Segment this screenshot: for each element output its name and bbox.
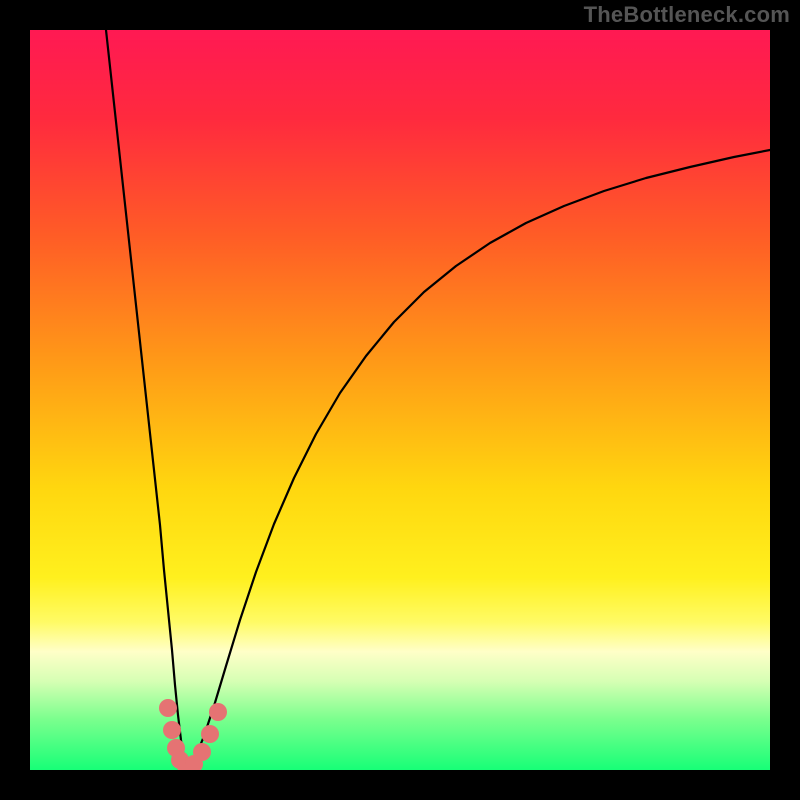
gradient-background <box>30 30 770 770</box>
marker-dot <box>159 699 177 717</box>
chart-container: TheBottleneck.com <box>0 0 800 800</box>
watermark-text: TheBottleneck.com <box>584 2 790 28</box>
marker-dot <box>163 721 181 739</box>
bottleneck-chart <box>0 0 800 800</box>
marker-dot <box>193 743 211 761</box>
marker-dot <box>209 703 227 721</box>
marker-dot <box>201 725 219 743</box>
